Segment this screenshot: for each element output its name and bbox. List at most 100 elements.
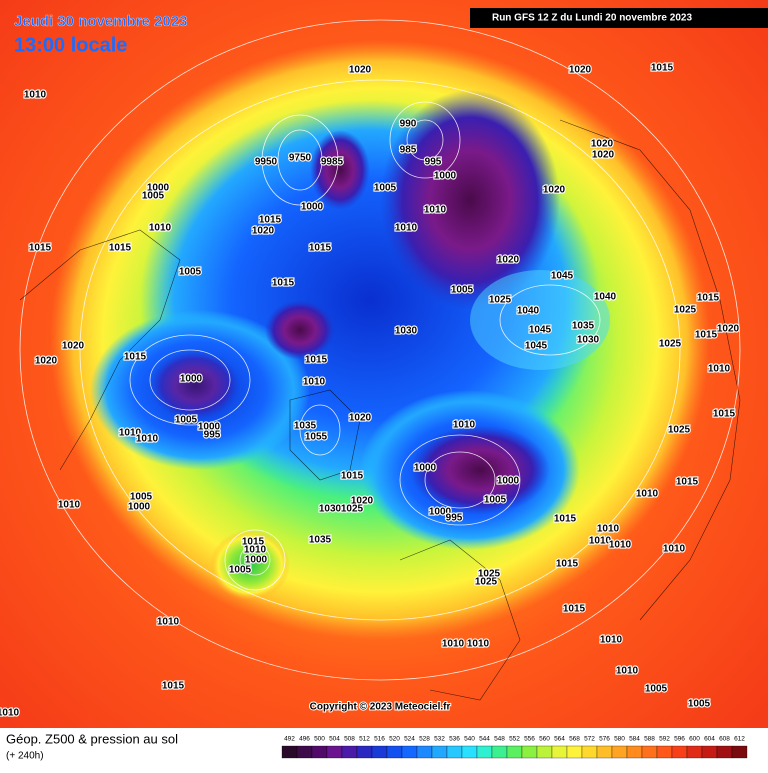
pressure-label: 1000 — [198, 422, 221, 433]
scale-swatch — [446, 745, 463, 759]
pressure-label: 1010 — [119, 428, 142, 439]
run-info: Run GFS 12 Z du Lundi 20 novembre 2023 — [492, 13, 692, 24]
scale-swatch — [356, 745, 373, 759]
scale-label: 536 — [449, 736, 460, 743]
scale-label: 568 — [569, 736, 580, 743]
pressure-label: 1010 — [616, 666, 639, 677]
pressure-label: 1015 — [305, 355, 328, 366]
pressure-label: 995 — [446, 513, 463, 524]
scale-swatch — [311, 745, 328, 759]
scale-swatch — [626, 745, 643, 759]
scale-label: 520 — [389, 736, 400, 743]
scale-swatch — [656, 745, 673, 759]
pressure-label: 1020 — [717, 324, 740, 335]
pressure-label: 1005 — [229, 565, 252, 576]
pressure-label: 1015 — [272, 278, 295, 289]
pressure-label: 1030 — [395, 326, 418, 337]
pressure-label: 1010 — [136, 434, 159, 445]
pressure-label: 1020 — [543, 185, 566, 196]
high-center — [470, 270, 610, 370]
pressure-label: 1015 — [309, 243, 332, 254]
scale-label: 604 — [704, 736, 715, 743]
scale-label: 504 — [329, 736, 340, 743]
scale-label: 596 — [674, 736, 685, 743]
scale-label: 540 — [464, 736, 475, 743]
scale-label: 560 — [539, 736, 550, 743]
scale-label: 544 — [479, 736, 490, 743]
pressure-label: 1025 — [674, 305, 697, 316]
pressure-label: 1015 — [651, 63, 674, 74]
scale-label: 512 — [359, 736, 370, 743]
pressure-label: 1040 — [594, 292, 617, 303]
pressure-label: 1010 — [636, 489, 659, 500]
scale-label: 508 — [344, 736, 355, 743]
pressure-label: 1010 — [149, 223, 172, 234]
pressure-label: 1010 — [395, 223, 418, 234]
isobars — [19, 19, 741, 681]
scale-swatch — [566, 745, 583, 759]
pressure-label: 1020 — [497, 255, 520, 266]
pressure-label: 1015 — [695, 330, 718, 341]
low-center — [380, 90, 560, 310]
scale-swatch — [296, 745, 313, 759]
footer-title: Géop. Z500 & pression au sol — [6, 731, 178, 746]
pressure-label: 1015 — [109, 243, 132, 254]
scale-label: 588 — [644, 736, 655, 743]
pressure-label: 1010 — [663, 544, 686, 555]
pressure-label: 1030 — [319, 504, 342, 515]
pressure-label: 1015 — [29, 243, 52, 254]
footer-lead: (+ 240h) — [6, 751, 44, 762]
pressure-label: 1045 — [551, 271, 574, 282]
scale-swatch — [551, 745, 568, 759]
run-box — [470, 8, 768, 28]
pressure-label: 1025 — [475, 577, 498, 588]
pressure-label: 1025 — [668, 425, 691, 436]
scale-label: 516 — [374, 736, 385, 743]
pressure-label: 1015 — [124, 352, 147, 363]
scale-swatch — [611, 745, 628, 759]
pressure-label: 1015 — [713, 409, 736, 420]
scale-label: 528 — [419, 736, 430, 743]
pressure-label: 1015 — [259, 215, 282, 226]
pressure-label: 1000 — [434, 171, 457, 182]
pressure-label: 1010 — [708, 364, 731, 375]
scale-swatch — [431, 745, 448, 759]
pressure-label: 1020 — [62, 341, 85, 352]
scale-label: 580 — [614, 736, 625, 743]
pressure-label: 1045 — [525, 341, 548, 352]
coastlines — [19, 119, 741, 701]
pressure-label: 1020 — [351, 496, 374, 507]
pressure-label: 1030 — [577, 335, 600, 346]
pressure-label: 995 — [204, 430, 221, 441]
pressure-label: 1020 — [35, 356, 58, 367]
scale-swatch — [671, 745, 688, 759]
pressure-label: 1015 — [563, 604, 586, 615]
low-center — [150, 350, 240, 420]
scale-swatch — [716, 745, 733, 759]
scale-label: 552 — [509, 736, 520, 743]
scale-swatch — [371, 745, 388, 759]
pressure-label: 1005 — [645, 684, 668, 695]
pressure-label: 1005 — [179, 267, 202, 278]
scale-swatch — [461, 745, 478, 759]
scale-label: 592 — [659, 736, 670, 743]
scale-swatch — [731, 745, 748, 759]
scale-label: 612 — [734, 736, 745, 743]
scale-swatch — [476, 745, 493, 759]
scale-swatch — [491, 745, 508, 759]
pressure-label: 1015 — [162, 681, 185, 692]
pressure-label: 1015 — [341, 471, 364, 482]
pressure-label: 1010 — [0, 708, 20, 719]
scale-swatch — [401, 745, 418, 759]
scale-label: 548 — [494, 736, 505, 743]
pressure-label: 1025 — [478, 569, 501, 580]
forecast-date: Jeudi 30 novembre 2023 — [14, 13, 187, 30]
scale-label: 564 — [554, 736, 565, 743]
pressure-label: 1000 — [429, 507, 452, 518]
scale-swatch — [416, 745, 433, 759]
pressure-label: 1020 — [591, 139, 614, 150]
pressure-label: 1010 — [24, 90, 47, 101]
pressure-label: 1000 — [128, 502, 151, 513]
pressure-label: 1010 — [589, 536, 612, 547]
pressure-label: 1000 — [245, 555, 268, 566]
